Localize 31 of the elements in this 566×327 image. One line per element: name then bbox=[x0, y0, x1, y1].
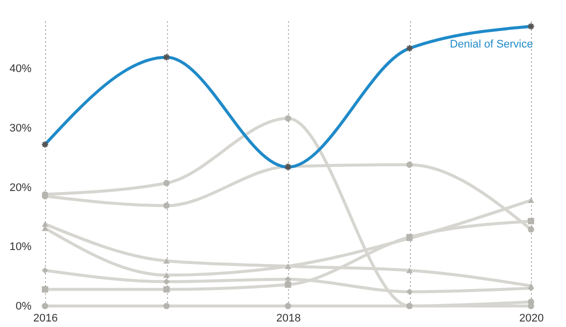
point bbox=[406, 288, 413, 295]
point bbox=[528, 218, 534, 224]
point bbox=[528, 298, 534, 305]
y-tick-label: 40% bbox=[9, 63, 32, 75]
point bbox=[163, 258, 170, 264]
point bbox=[406, 268, 413, 274]
point bbox=[163, 278, 170, 285]
point bbox=[528, 226, 534, 233]
y-tick-label: 20% bbox=[9, 182, 32, 194]
point bbox=[528, 198, 534, 204]
point bbox=[163, 286, 170, 293]
point bbox=[42, 302, 48, 310]
point bbox=[284, 302, 292, 310]
point bbox=[42, 286, 48, 293]
x-tick-label: 2016 bbox=[33, 312, 58, 324]
point bbox=[163, 202, 170, 209]
y-tick-label: 10% bbox=[9, 241, 32, 254]
point bbox=[284, 281, 292, 288]
point bbox=[284, 276, 292, 282]
point bbox=[284, 115, 292, 122]
point bbox=[42, 267, 48, 274]
point bbox=[163, 180, 170, 186]
x-tick-label: 2020 bbox=[519, 312, 544, 324]
x-tick-label: 2018 bbox=[276, 312, 301, 324]
y-tick-label: 30% bbox=[9, 122, 32, 134]
point bbox=[406, 162, 413, 168]
y-tick-label: 0% bbox=[16, 300, 32, 312]
point bbox=[42, 221, 48, 227]
point bbox=[163, 302, 170, 310]
series-label: Denial of Service bbox=[450, 38, 533, 50]
point bbox=[163, 272, 170, 278]
